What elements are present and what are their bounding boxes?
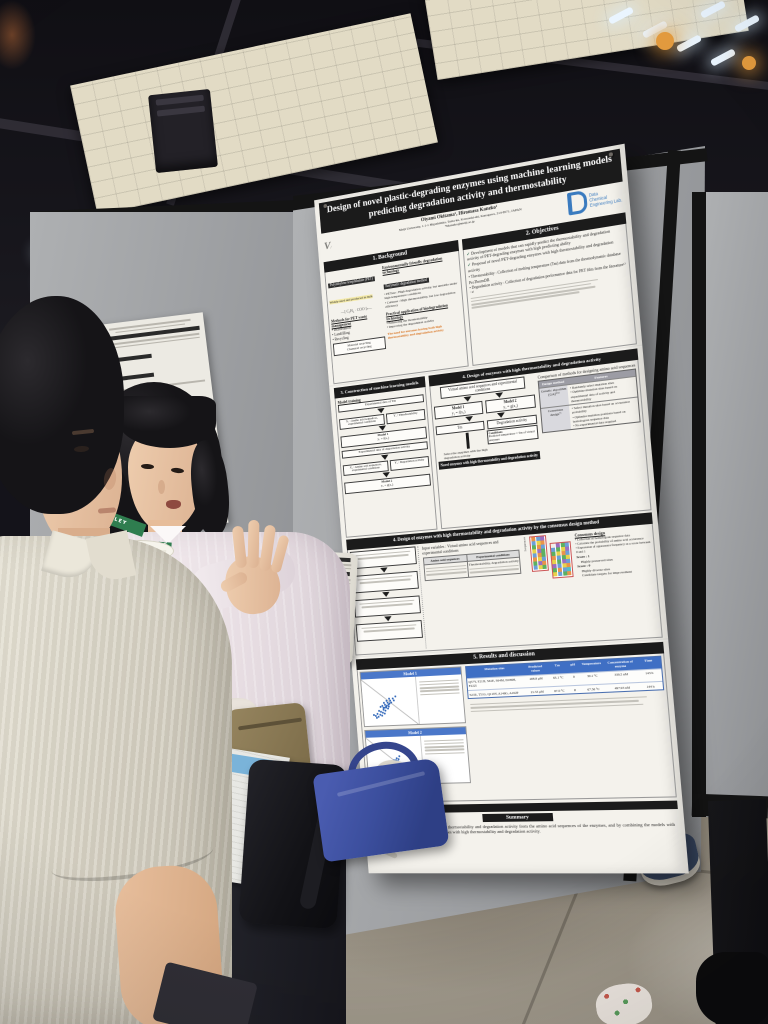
poster-panel-right	[692, 192, 768, 817]
arrow-down-icon	[380, 567, 388, 573]
attendee-black-shoe	[696, 952, 768, 1024]
alignment-cell	[542, 564, 547, 569]
cell-tm: 67.0 °C	[549, 685, 570, 695]
reference-line	[471, 291, 580, 309]
arrow-down-icon	[384, 615, 392, 622]
cell-conc: 497.93 nM	[605, 682, 639, 692]
col-ph: pH	[566, 660, 580, 673]
pet-chip: Polyethylene terephthalate (PET)	[327, 276, 375, 289]
arrow-down-icon	[380, 454, 389, 460]
flow-box-y2: Y₂ : Degradation activity	[389, 455, 430, 472]
woman-nose-shadow	[158, 480, 165, 494]
alignment-grid-group2	[549, 540, 574, 579]
sequences-axis-label: Sequences	[522, 536, 528, 552]
lab-logo-d-icon	[567, 189, 589, 216]
pipeline-step	[349, 546, 417, 570]
scatter-points	[379, 705, 382, 708]
cell-pred: 21.53 μM	[524, 686, 550, 696]
woman-mouth	[166, 500, 181, 509]
flow-connector	[465, 432, 470, 449]
alignment-cell	[562, 571, 567, 576]
arrow-down-icon	[497, 412, 506, 419]
cell-ph: 8	[568, 684, 582, 694]
scatter-points	[372, 713, 375, 716]
cell-ph: 9	[567, 672, 581, 686]
cell-time: 143 h	[636, 668, 663, 683]
blue-tote-bag	[312, 757, 450, 863]
lab-logo: Data Chemical Engineering Lab.	[567, 184, 623, 216]
arrow-down-icon	[378, 425, 387, 432]
cell-tm: 63.1 °C	[548, 672, 569, 687]
speaker-grille	[156, 105, 206, 117]
model1-scatter-plot	[361, 676, 420, 726]
comparison-table: Design method Features Genetic algorithm…	[537, 368, 641, 434]
cell-temp: 30.1 °C	[579, 671, 606, 685]
ceiling-warm-light	[656, 32, 674, 50]
pet-note: Widely used and produced in bulk	[329, 293, 373, 305]
flow-box-y1: Y₁ : Thermostability	[385, 408, 426, 425]
university-logo: V∕	[323, 239, 332, 253]
arrow-down-icon	[382, 591, 390, 597]
alignment-cell	[558, 571, 563, 576]
pipeline-step	[351, 570, 419, 594]
ceiling-warm-light	[742, 56, 756, 70]
ceiling-speaker	[148, 88, 218, 174]
arrow-down-icon	[464, 416, 473, 423]
alignment-cell	[567, 571, 572, 576]
man-hair	[0, 296, 124, 514]
pipeline-step	[355, 619, 423, 642]
pipeline-step	[353, 595, 421, 618]
alignment-grid-group1	[529, 534, 549, 572]
woman-bangs	[118, 396, 216, 448]
comparison-method: Consensus design⁷⁾	[540, 404, 572, 433]
arrow-down-icon	[382, 472, 391, 478]
speaker-grille	[155, 94, 204, 106]
warm-light-glow	[0, 0, 36, 70]
cell-time: 144 h	[637, 680, 664, 691]
cell-temp: 67.56 °C	[580, 683, 607, 694]
summary-header: Summary	[482, 812, 554, 822]
model1-panel: Model 1	[359, 666, 467, 727]
woman-finger	[247, 519, 260, 569]
